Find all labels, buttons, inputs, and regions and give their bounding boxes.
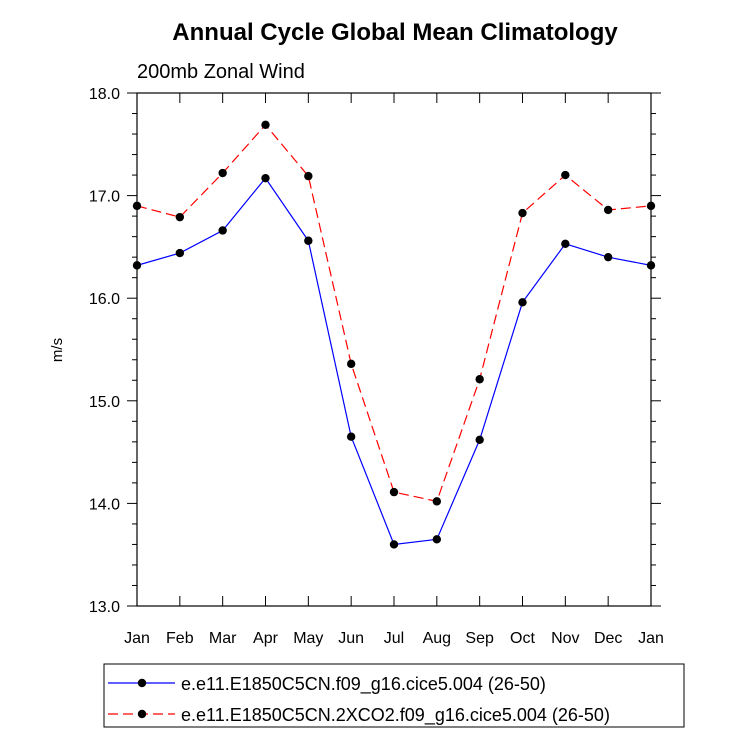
x-tick-label: Oct (510, 630, 535, 647)
legend-marker-series-1 (137, 678, 147, 688)
series-2-point (389, 487, 399, 497)
y-axis-label: m/s (49, 338, 66, 362)
x-tick-label: Feb (166, 630, 194, 647)
series-1-point (603, 252, 613, 262)
series-2-point (475, 375, 484, 384)
series-1-point (475, 435, 484, 444)
x-tick-label: Dec (594, 630, 622, 647)
x-tick-label: Nov (551, 630, 579, 647)
legend-label-series-1: e.e11.E1850C5CN.f09_g16.cice5.004 (26-50… (181, 674, 546, 695)
x-tick-label: May (293, 630, 323, 647)
x-tick-label: Jun (338, 630, 364, 647)
y-tick-label: 17.0 (89, 189, 120, 206)
x-tick-label: Jan (124, 630, 150, 647)
y-tick-label: 15.0 (89, 394, 120, 411)
series-1-point (261, 173, 270, 183)
series-1-point (432, 535, 442, 544)
series-2-point (518, 208, 527, 218)
series-2-point (218, 168, 227, 178)
y-tick-label: 14.0 (89, 496, 120, 513)
x-tick-label: Jan (638, 630, 664, 647)
plot-frame (136, 92, 652, 607)
legend-marker-series-2 (137, 709, 147, 719)
y-tick-label: 16.0 (89, 291, 120, 308)
series-1-point (518, 298, 527, 307)
series-1-point (304, 236, 313, 245)
series-1-point (218, 226, 227, 235)
x-tick-label: Aug (423, 630, 451, 647)
legend-box (103, 663, 685, 728)
series-2-point (304, 171, 313, 181)
y-tick-label: 18.0 (89, 86, 120, 103)
series-2-point (175, 212, 185, 222)
series-1-point (389, 540, 399, 549)
tick-marks (127, 92, 661, 607)
series-2-point (346, 359, 356, 369)
series-line-2 (136, 123, 652, 503)
series-2-point (432, 497, 442, 506)
x-tick-label: Mar (209, 630, 237, 647)
x-tick-label: Sep (465, 630, 494, 647)
legend: e.e11.E1850C5CN.f09_g16.cice5.004 (26-50… (103, 663, 685, 728)
x-tick-label: Jul (384, 630, 404, 647)
series-1-point (175, 248, 185, 258)
legend-label-series-2: e.e11.E1850C5CN.2XCO2.f09_g16.cice5.004 … (181, 705, 610, 726)
series-2-point (261, 120, 270, 130)
series-1-point (346, 432, 356, 441)
x-tick-label: Apr (253, 630, 279, 647)
series-2-point (603, 205, 613, 215)
series-lines (132, 120, 656, 549)
chart-subtitle: 200mb Zonal Wind (137, 61, 305, 83)
tick-labels: Jan Feb Mar Apr May Jun Jul Aug Sep Oct Nov Dec Jan1… (89, 86, 664, 647)
y-tick-label: 13.0 (89, 599, 120, 616)
chart-title: Annual Cycle Global Mean Climatology (172, 19, 618, 46)
series-1-point (561, 239, 570, 249)
series-2-point (561, 170, 570, 180)
